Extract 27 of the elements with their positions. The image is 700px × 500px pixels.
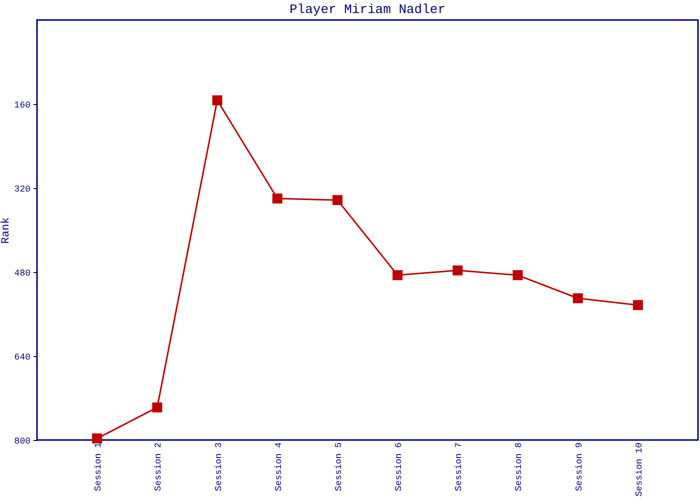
point (152, 402, 162, 412)
x-tick-label: Session 1 (94, 442, 104, 492)
point (212, 95, 222, 106)
point (632, 300, 643, 310)
point (572, 293, 583, 304)
y-tick-label: 640 (14, 352, 30, 362)
point (272, 194, 282, 204)
x-tick-label: Session 3 (214, 442, 224, 492)
y-axis-title: Rank (0, 216, 12, 244)
y-tick-label: 320 (14, 184, 30, 194)
x-tick-label: Session 5 (334, 442, 344, 492)
point (392, 270, 403, 280)
chart-title: Player Miriam Nadler (289, 2, 446, 17)
x-tick-label: Session 2 (154, 442, 164, 492)
x-tick-label: Session 7 (454, 442, 464, 492)
x-tick-label: Session 10 (634, 442, 644, 497)
x-tick-label: Session 8 (514, 442, 524, 492)
y-tick-label: 800 (14, 436, 30, 446)
x-tick-label: Session 4 (274, 442, 284, 492)
point (512, 270, 523, 280)
point (92, 433, 102, 444)
point (332, 195, 342, 206)
x-tick-label: Session 6 (394, 442, 404, 492)
y-tick-label: 480 (14, 268, 30, 278)
point (452, 265, 463, 276)
x-tick-label: Session 9 (574, 442, 584, 492)
y-tick-label: 160 (14, 100, 30, 110)
